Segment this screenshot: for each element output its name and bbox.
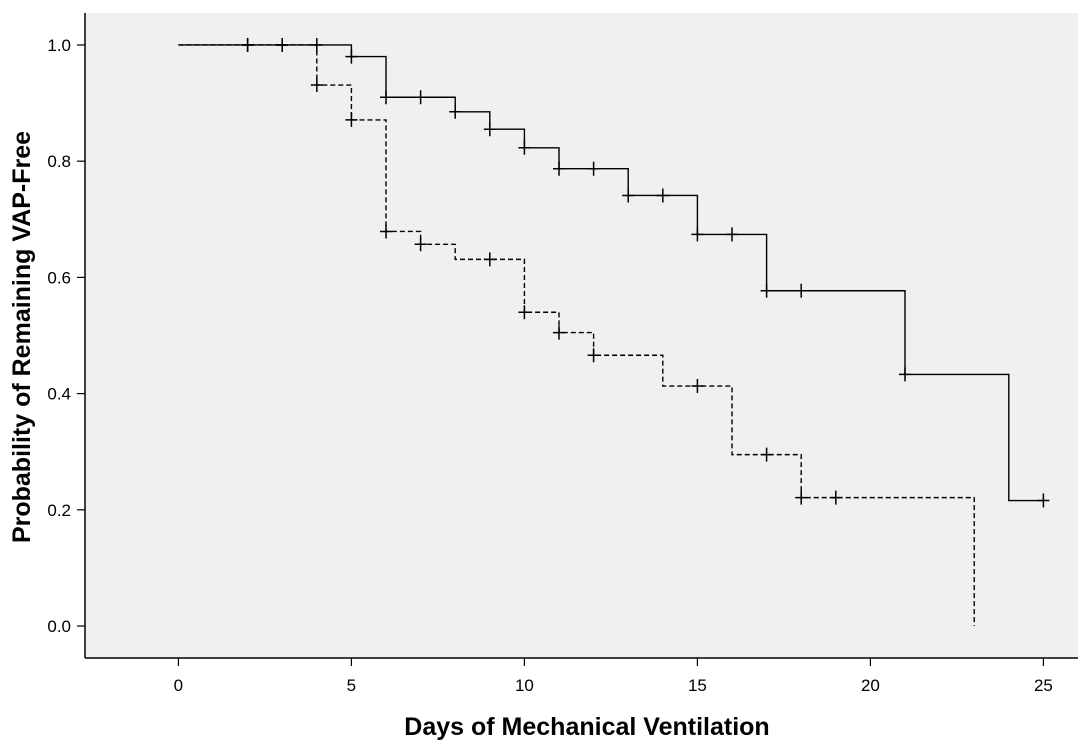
censor-mark xyxy=(899,367,912,382)
y-axis-title: Probability of Remaining VAP-Free xyxy=(8,131,36,543)
censor-mark xyxy=(414,237,427,252)
censor-mark xyxy=(276,37,289,52)
censor-mark xyxy=(691,227,704,242)
censor-mark xyxy=(760,447,773,462)
censor-mark xyxy=(483,252,496,267)
y-tick-label: 0.0 xyxy=(47,617,71,636)
censor-mark xyxy=(656,188,669,203)
y-tick-label: 0.2 xyxy=(47,501,71,520)
censor-mark xyxy=(829,490,842,505)
censor-mark xyxy=(553,161,566,176)
censor-mark xyxy=(1037,493,1050,508)
plot-background xyxy=(85,13,1078,658)
axes-layer: 0 5 10 15 20 25 0.0 0.2 0.4 0.6 0.8 1.0 xyxy=(47,13,1078,695)
censor-mark xyxy=(449,104,462,119)
y-tick-label: 0.8 xyxy=(47,152,71,171)
y-tick-label: 0.4 xyxy=(47,385,71,404)
x-tick-label: 0 xyxy=(174,676,183,695)
series-layer xyxy=(178,37,1050,627)
censor-mark xyxy=(310,78,323,93)
censor-mark xyxy=(345,112,358,127)
x-tick-label: 25 xyxy=(1034,676,1053,695)
censor-mark xyxy=(760,283,773,298)
censor-mark xyxy=(241,37,254,52)
censor-mark xyxy=(380,224,393,239)
y-tick-label: 0.6 xyxy=(47,268,71,287)
censor-mark xyxy=(587,161,600,176)
dashed-series-line xyxy=(178,44,975,627)
censor-mark xyxy=(726,227,739,242)
censor-mark xyxy=(622,188,635,203)
censor-mark xyxy=(691,379,704,394)
censor-mark xyxy=(553,325,566,340)
x-axis-title: Days of Mechanical Ventilation xyxy=(404,713,769,741)
censor-mark xyxy=(380,90,393,105)
censor-mark xyxy=(795,283,808,298)
censor-mark xyxy=(795,490,808,505)
x-tick-label: 10 xyxy=(515,676,534,695)
x-tick-label: 5 xyxy=(347,676,356,695)
y-tick-label: 1.0 xyxy=(47,36,71,55)
censor-mark xyxy=(518,305,531,320)
censor-mark xyxy=(414,90,427,105)
censor-mark xyxy=(518,140,531,155)
x-tick-label: 20 xyxy=(861,676,880,695)
x-tick-label: 15 xyxy=(688,676,707,695)
censor-mark xyxy=(345,49,358,64)
censor-mark xyxy=(483,122,496,137)
censor-mark xyxy=(587,348,600,363)
